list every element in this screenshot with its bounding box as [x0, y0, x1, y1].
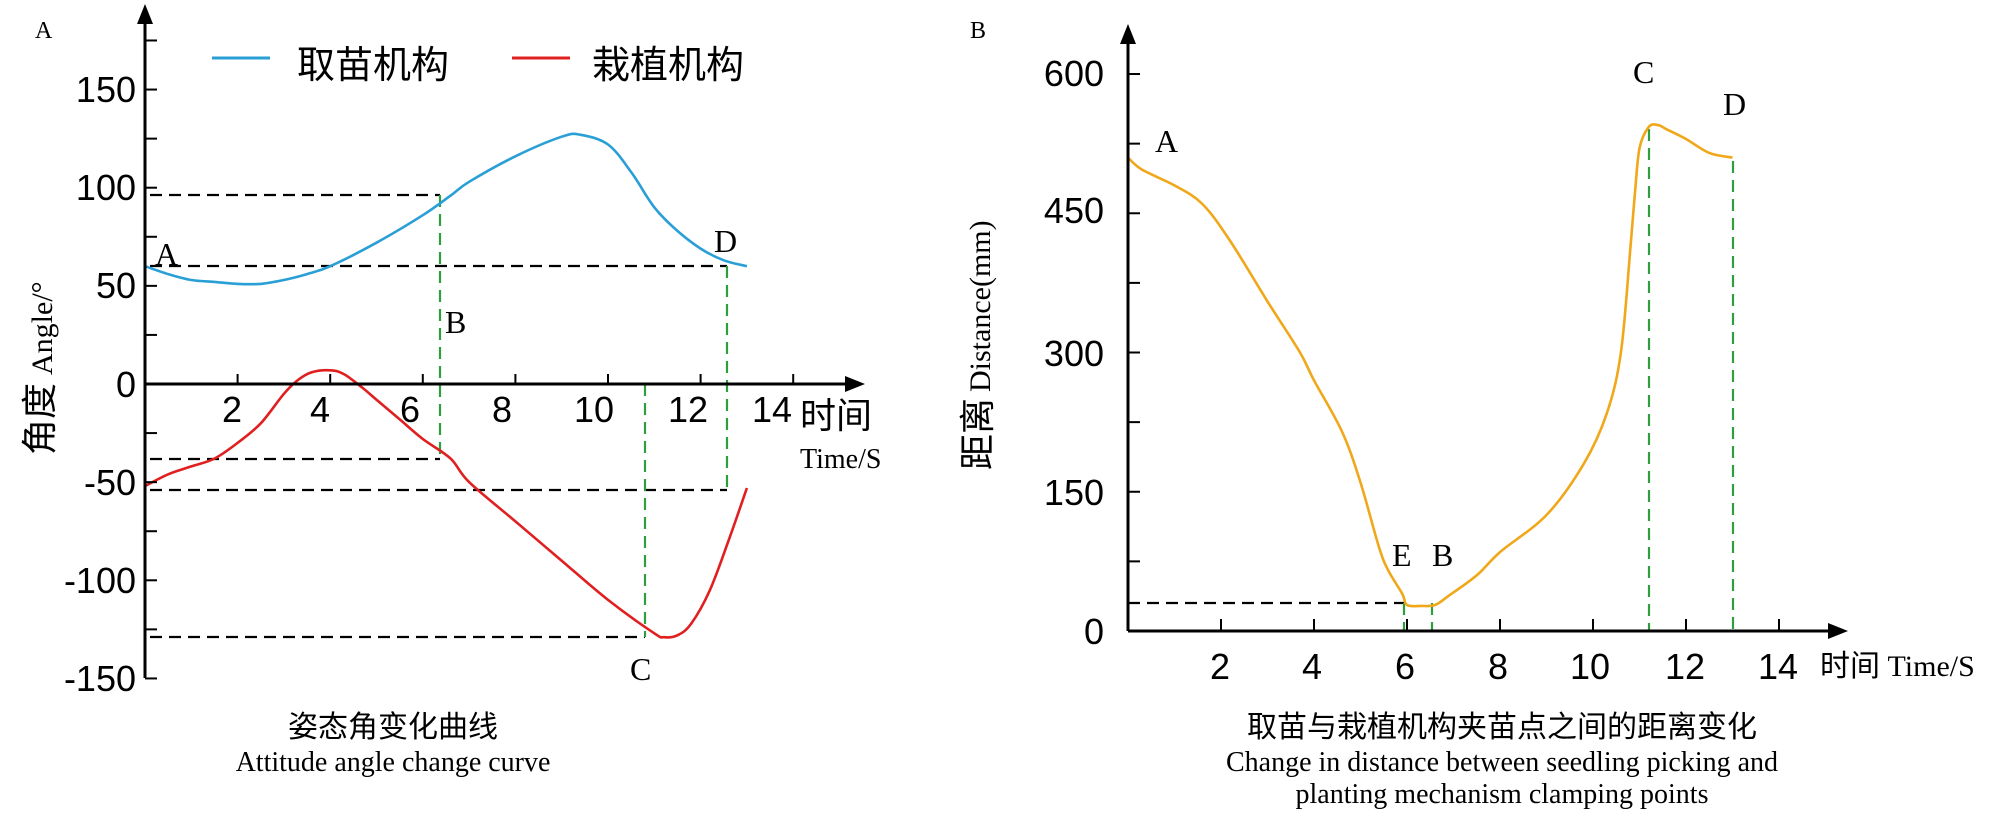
panel-b: B 2 4 6 8 10 12 14 600 450 300	[957, 18, 1975, 810]
panel-a-y-label: 角度 Angle/°	[19, 281, 60, 455]
x-tick-label: 8	[492, 389, 512, 430]
y-tick-label: -150	[64, 658, 136, 699]
panel-b-ticks	[1128, 73, 1780, 631]
panel-a-legend: 取苗机构 栽植机构	[212, 45, 744, 87]
x-tick-label: 2	[1210, 646, 1230, 687]
point-label-a: A	[155, 236, 178, 272]
panel-b-x-tick-labels: 2 4 6 8 10 12 14	[1210, 646, 1798, 687]
x-tick-label: 4	[310, 389, 330, 430]
panel-b-y-label: 距离 Distance(mm)	[957, 220, 998, 470]
panel-a: A 2 4 6 8 10 12 14	[19, 4, 881, 778]
y-tick-label: 100	[76, 167, 136, 208]
panel-b-caption-cn: 取苗与栽植机构夹苗点之间的距离变化	[1247, 711, 1757, 744]
x-tick-label: 12	[668, 389, 708, 430]
panel-b-x-label: 时间 Time/S	[1820, 650, 1975, 683]
y-tick-label: 0	[1084, 611, 1104, 652]
y-tick-label: 150	[1044, 472, 1104, 513]
x-tick-label: 8	[1488, 646, 1508, 687]
x-tick-label: 10	[574, 389, 614, 430]
x-tick-label: 10	[1570, 646, 1610, 687]
y-tick-label: 300	[1044, 333, 1104, 374]
series-line-distance	[1127, 123, 1733, 608]
panel-a-point-labels: A B C D	[155, 223, 737, 687]
point-label-d: D	[714, 223, 737, 259]
x-tick-label: 4	[1302, 646, 1322, 687]
panel-b-point-labels: A E B C D	[1155, 54, 1746, 573]
panel-a-x-arrow	[845, 376, 865, 392]
y-tick-label: 0	[116, 364, 136, 405]
panel-b-y-arrow	[1120, 24, 1136, 44]
panel-a-y-arrow	[137, 4, 153, 24]
panel-b-label: B	[970, 18, 986, 44]
series-line-picking	[144, 132, 748, 286]
legend-label-picking: 取苗机构	[297, 45, 449, 87]
panel-a-caption-cn: 姿态角变化曲线	[288, 711, 498, 744]
point-label-c: C	[1633, 54, 1654, 90]
x-tick-label: 2	[222, 389, 242, 430]
y-label-en: Distance(mm)	[964, 220, 997, 392]
y-label-cn: 角度	[19, 383, 60, 455]
x-tick-label: 12	[1665, 646, 1705, 687]
panel-b-x-arrow	[1828, 623, 1848, 639]
panel-a-x-label-cn: 时间	[800, 395, 872, 436]
y-tick-label: 50	[96, 265, 136, 306]
panel-a-x-label-en: Time/S	[800, 444, 881, 475]
panel-a-ticks	[145, 39, 795, 680]
x-tick-label: 6	[1395, 646, 1415, 687]
point-label-d: D	[1723, 86, 1746, 122]
y-label-en: Angle/°	[26, 281, 59, 375]
panel-a-x-tick-labels: 2 4 6 8 10 12 14	[222, 389, 792, 430]
y-label-cn: 距离	[957, 398, 998, 470]
series-line-planting	[144, 368, 749, 639]
point-label-b: B	[445, 304, 466, 340]
panel-a-reference-lines	[150, 193, 729, 639]
panel-b-y-tick-labels: 600 450 300 150 0	[1044, 53, 1104, 652]
y-tick-label: 150	[76, 69, 136, 110]
y-tick-label: 600	[1044, 53, 1104, 94]
legend-label-planting: 栽植机构	[592, 45, 744, 87]
panel-b-caption-en-line2: planting mechanism clamping points	[1296, 779, 1709, 810]
y-tick-label: 450	[1044, 190, 1104, 231]
y-tick-label: -100	[64, 560, 136, 601]
panel-a-label: A	[35, 18, 53, 44]
x-tick-label: 14	[752, 389, 792, 430]
point-label-e: E	[1392, 537, 1412, 573]
point-label-a: A	[1155, 123, 1178, 159]
point-label-c: C	[630, 651, 651, 687]
point-label-b: B	[1432, 537, 1453, 573]
panel-a-caption-en: Attitude angle change curve	[236, 747, 551, 778]
panel-b-caption-en-line1: Change in distance between seedling pick…	[1226, 747, 1778, 778]
x-tick-label: 6	[400, 389, 420, 430]
y-tick-label: -50	[84, 462, 136, 503]
panel-a-y-tick-labels: 150 100 50 0 -50 -100 -150	[64, 69, 136, 699]
panel-b-reference-lines	[1128, 129, 1735, 631]
x-tick-label: 14	[1758, 646, 1798, 687]
